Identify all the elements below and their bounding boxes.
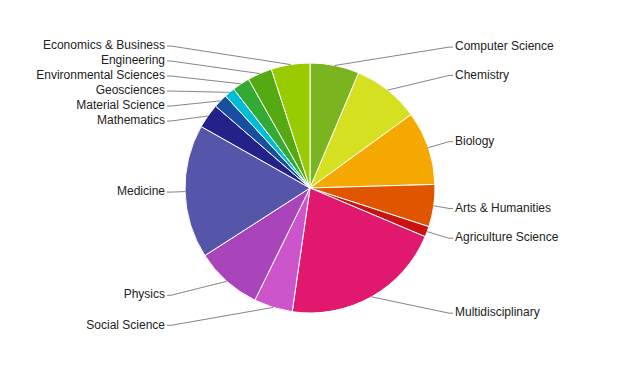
- slice-label: Arts & Humanities: [455, 201, 551, 215]
- pie-slice: [310, 115, 435, 188]
- pie-slice: [292, 188, 425, 313]
- leader-line: [167, 76, 241, 84]
- leader-lines: [167, 46, 453, 325]
- slice-label: Chemistry: [455, 68, 509, 82]
- slice-label: Economics & Business: [43, 38, 165, 52]
- slice-label: Medicine: [117, 184, 165, 198]
- slice-label: Engineering: [101, 53, 165, 67]
- slice-label: Computer Science: [455, 39, 554, 53]
- slice-label: Biology: [455, 134, 494, 148]
- leader-line: [371, 297, 453, 313]
- leader-line: [167, 101, 220, 106]
- slice-label: Environmental Sciences: [36, 68, 165, 82]
- leader-line: [428, 142, 453, 148]
- leader-line: [167, 91, 230, 92]
- chart-container: Computer Science Chemistry Biology Arts & H…: [0, 0, 620, 372]
- slices: [185, 63, 435, 313]
- slice-label: Physics: [124, 287, 165, 301]
- leader-line: [167, 191, 185, 193]
- leader-line: [167, 116, 208, 121]
- leader-line: [167, 307, 273, 325]
- slice-label: Multidisciplinary: [455, 305, 540, 319]
- slice-label: Mathematics: [97, 113, 165, 127]
- slice-label: Material Science: [76, 98, 165, 112]
- pie-chart: Computer Science Chemistry Biology Arts & H…: [0, 0, 620, 372]
- labels: Computer Science Chemistry Biology Arts & H…: [36, 38, 558, 331]
- pie-slice: [271, 63, 310, 188]
- leader-line: [167, 281, 227, 295]
- slice-label: Social Science: [86, 318, 165, 332]
- leader-line: [167, 61, 260, 74]
- slice-label: Agriculture Science: [455, 230, 559, 244]
- leader-line: [167, 46, 290, 65]
- leader-line: [335, 47, 453, 65]
- leader-line: [388, 75, 453, 90]
- slice-label: Geosciences: [96, 83, 165, 97]
- leader-line: [434, 206, 453, 209]
- leader-line: [427, 232, 453, 239]
